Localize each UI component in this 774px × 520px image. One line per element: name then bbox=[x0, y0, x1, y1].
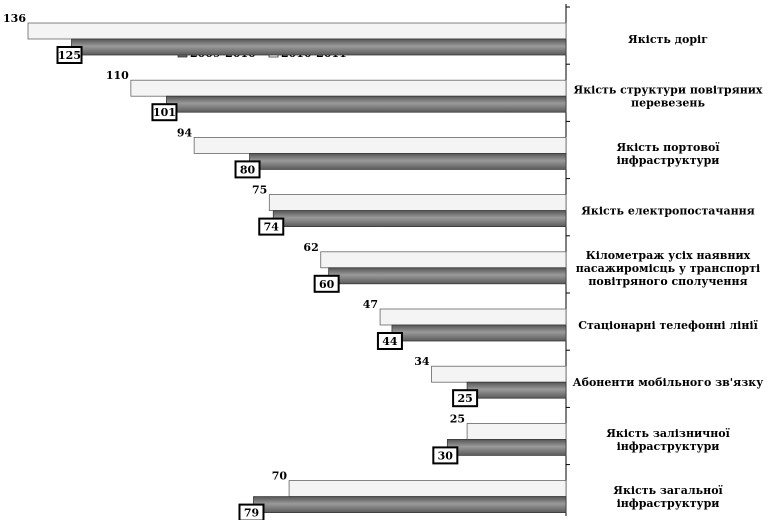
data-label-2010-2011: 70 bbox=[272, 470, 288, 483]
data-label-2009-2010: 30 bbox=[438, 449, 454, 462]
data-label-2009-2010: 44 bbox=[382, 335, 398, 348]
data-label-2010-2011: 25 bbox=[450, 412, 465, 425]
category-label: Якість структури повітряних перевезень bbox=[574, 84, 763, 110]
data-label-2009-2010: 80 bbox=[240, 163, 256, 176]
data-label-box-2009-2010 bbox=[452, 389, 479, 408]
data-label-box-2009-2010 bbox=[432, 446, 459, 465]
bar-2010-2011 bbox=[27, 22, 567, 40]
bar-2009-2010 bbox=[272, 210, 567, 228]
bar-2009-2010 bbox=[446, 438, 567, 456]
data-label-2010-2011: 62 bbox=[303, 241, 318, 254]
data-label-2009-2010: 25 bbox=[457, 392, 472, 405]
bar-2009-2010 bbox=[71, 38, 567, 56]
data-label-2010-2011: 47 bbox=[363, 298, 378, 311]
bar-2010-2011 bbox=[466, 422, 567, 440]
bar-2010-2011 bbox=[130, 79, 567, 97]
bar-2010-2011 bbox=[379, 308, 567, 326]
category-label: Якість доріг bbox=[628, 33, 708, 46]
bar-2009-2010 bbox=[249, 152, 567, 170]
data-label-box-2009-2010 bbox=[56, 46, 83, 64]
category-label: Якість загальної інфраструктури bbox=[613, 484, 723, 510]
bar-2009-2010 bbox=[466, 381, 567, 399]
bar-2009-2010 bbox=[391, 324, 567, 342]
bars bbox=[27, 4, 570, 516]
data-label-box-2009-2010 bbox=[313, 274, 340, 293]
category-label: Якість електропостачання bbox=[581, 205, 755, 218]
data-label-2010-2011: 34 bbox=[414, 355, 430, 368]
data-label-box-2009-2010 bbox=[238, 503, 265, 520]
data-label-2009-2010: 125 bbox=[58, 49, 81, 62]
data-label-2009-2010: 74 bbox=[264, 221, 280, 234]
bar-2009-2010 bbox=[253, 496, 567, 514]
bar-2010-2011 bbox=[193, 136, 567, 154]
bar-2010-2011 bbox=[268, 194, 567, 212]
bar-2010-2011 bbox=[288, 480, 567, 498]
bar-2009-2010 bbox=[166, 95, 567, 113]
data-label-2009-2010: 101 bbox=[153, 106, 176, 119]
data-label-2009-2010: 79 bbox=[244, 507, 259, 520]
bar-2010-2011 bbox=[320, 251, 567, 269]
data-label-2010-2011: 94 bbox=[177, 126, 193, 139]
category-label: Стаціонарні телефонні лінії bbox=[578, 319, 758, 332]
data-label-box-2009-2010 bbox=[376, 332, 403, 350]
category-label: Якість залізничної інфраструктури bbox=[606, 427, 730, 453]
labels: 136 125 Якість доріг 110 101 Якість структури… bbox=[3, 12, 763, 520]
data-label-box-2009-2010 bbox=[234, 160, 261, 179]
category-label: Абоненти мобільного зв'язку bbox=[573, 376, 764, 389]
category-label: Якість портової інфраструктури bbox=[616, 141, 720, 167]
data-label-box-2009-2010 bbox=[151, 103, 178, 122]
bar-2010-2011 bbox=[431, 365, 567, 383]
data-label-box-2009-2010 bbox=[258, 217, 285, 236]
data-label-2009-2010: 60 bbox=[319, 278, 335, 291]
data-label-2010-2011: 136 bbox=[3, 12, 26, 25]
bar-2009-2010 bbox=[328, 267, 567, 285]
data-label-2010-2011: 110 bbox=[106, 69, 129, 82]
data-label-2010-2011: 75 bbox=[252, 184, 267, 197]
category-label: Кілометраж усіх наявних пасажиромісць у т… bbox=[576, 249, 760, 288]
